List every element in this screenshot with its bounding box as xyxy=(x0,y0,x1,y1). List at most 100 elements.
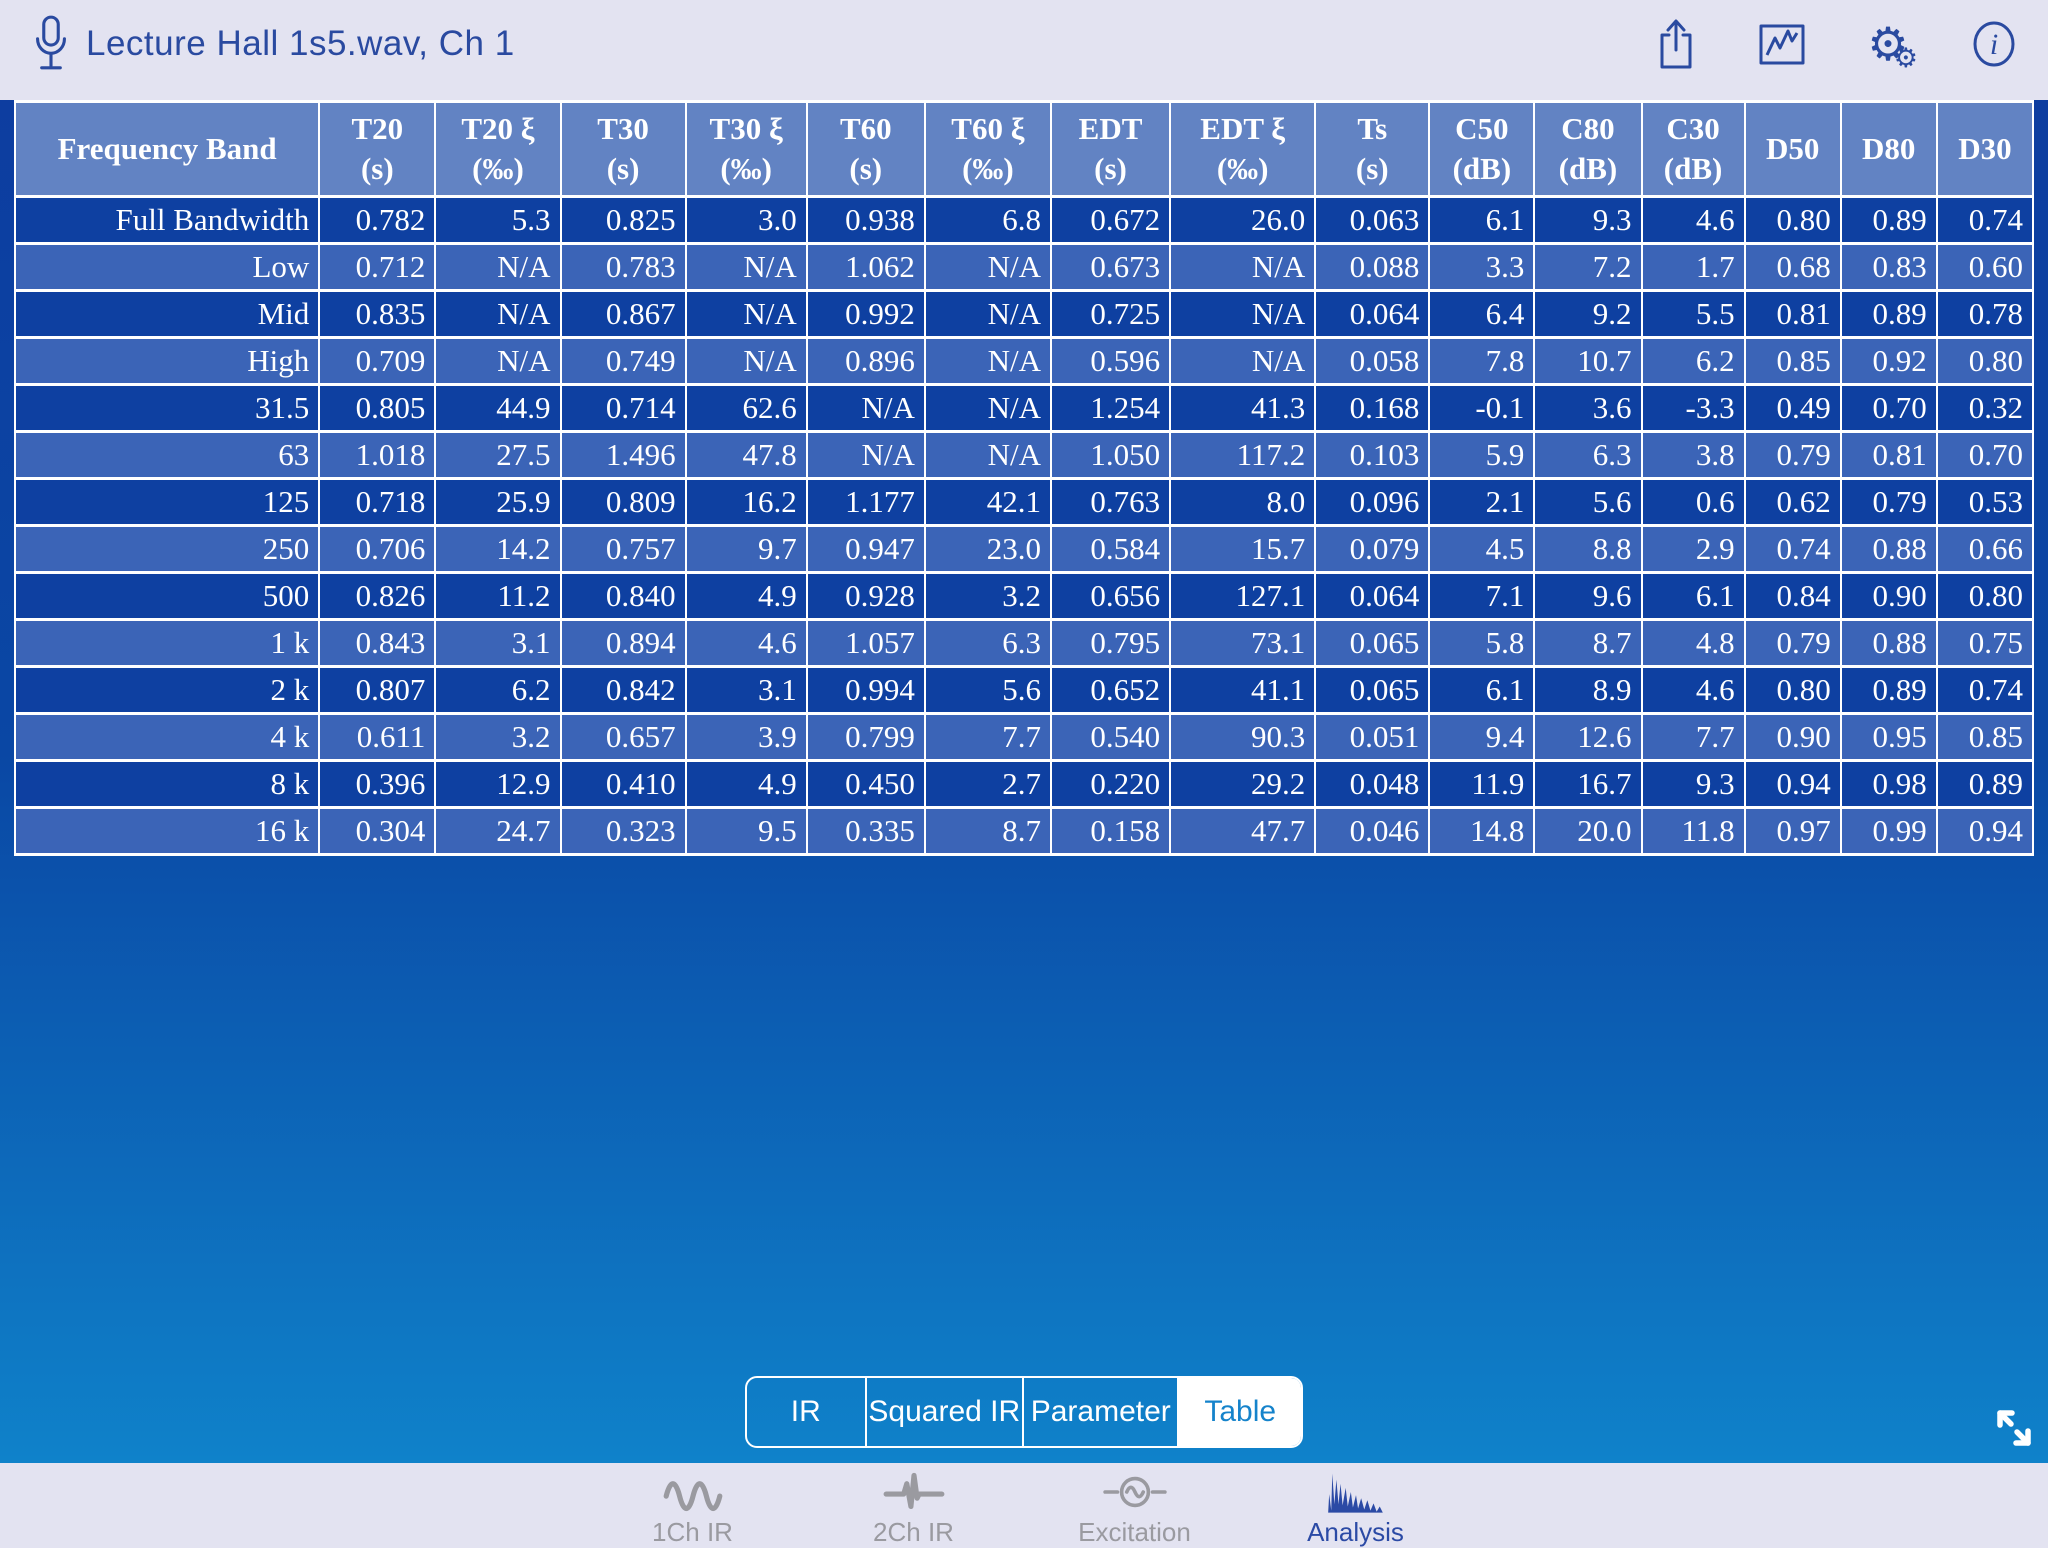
value-cell: 0.94 xyxy=(1935,806,2035,856)
value-cell: 0.712 xyxy=(318,242,437,292)
value-cell: 0.065 xyxy=(1314,618,1431,668)
value-cell: 62.6 xyxy=(684,383,808,433)
value-cell: 0.992 xyxy=(805,289,926,339)
value-cell: 26.0 xyxy=(1169,195,1317,245)
value-cell: -3.3 xyxy=(1640,383,1746,433)
settings-icon[interactable]: ⚙ ⚙ xyxy=(1864,16,1918,72)
value-cell: 0.70 xyxy=(1839,383,1938,433)
value-cell: 9.4 xyxy=(1428,712,1536,762)
value-cell: 2.7 xyxy=(923,759,1052,809)
value-cell: 25.9 xyxy=(434,477,562,527)
share-icon[interactable] xyxy=(1652,16,1700,72)
value-cell: 0.825 xyxy=(559,195,687,245)
value-cell: 12.9 xyxy=(434,759,562,809)
info-icon[interactable]: i xyxy=(1970,16,2018,72)
value-cell: 4.6 xyxy=(1640,665,1746,715)
frequency-band-cell: 31.5 xyxy=(13,383,321,433)
value-cell: 0.540 xyxy=(1049,712,1172,762)
value-cell: 0.89 xyxy=(1935,759,2035,809)
value-cell: 0.81 xyxy=(1839,430,1938,480)
value-cell: N/A xyxy=(434,242,562,292)
frequency-band-cell: 500 xyxy=(13,571,321,621)
frequency-band-cell: 2 k xyxy=(13,665,321,715)
file-title: Lecture Hall 1s5.wav, Ch 1 xyxy=(86,24,515,63)
value-cell: 3.6 xyxy=(1533,383,1643,433)
value-cell: 0.799 xyxy=(805,712,926,762)
column-header: T60 (s) xyxy=(805,100,926,198)
value-cell: 0.763 xyxy=(1049,477,1172,527)
value-cell: 0.75 xyxy=(1935,618,2035,668)
value-cell: 7.8 xyxy=(1428,336,1536,386)
value-cell: 6.8 xyxy=(923,195,1052,245)
value-cell: 0.657 xyxy=(559,712,687,762)
value-cell: 0.97 xyxy=(1743,806,1842,856)
view-switcher: IR Squared IR Parameter Table xyxy=(745,1376,1303,1448)
value-cell: 8.9 xyxy=(1533,665,1643,715)
value-cell: 0.064 xyxy=(1314,571,1431,621)
title-bar: Lecture Hall 1s5.wav, Ch 1 ⚙ ⚙ i xyxy=(0,0,2048,88)
tab-excitation[interactable]: Excitation xyxy=(1024,1463,1245,1548)
gear-icon: ⚙ xyxy=(1867,17,1909,71)
column-header: D50 xyxy=(1743,100,1842,198)
value-cell: 14.2 xyxy=(434,524,562,574)
value-cell: 47.7 xyxy=(1169,806,1317,856)
value-cell: 8.7 xyxy=(1533,618,1643,668)
value-cell: 7.2 xyxy=(1533,242,1643,292)
value-cell: 0.782 xyxy=(318,195,437,245)
table-row: 1 k 0.843 3.1 0.894 4.6 1.057 6.3 0.795 73.1 0.06… xyxy=(13,618,2035,668)
value-cell: 0.063 xyxy=(1314,195,1431,245)
value-cell: 73.1 xyxy=(1169,618,1317,668)
value-cell: 4.9 xyxy=(684,571,808,621)
chart-icon[interactable] xyxy=(1758,16,1806,72)
value-cell: 0.80 xyxy=(1935,336,2035,386)
value-cell: 15.7 xyxy=(1169,524,1317,574)
segment-parameter[interactable]: Parameter xyxy=(1024,1378,1180,1446)
value-cell: 1.177 xyxy=(805,477,926,527)
value-cell: N/A xyxy=(923,289,1052,339)
value-cell: 12.6 xyxy=(1533,712,1643,762)
value-cell: 0.79 xyxy=(1743,430,1842,480)
analysis-view: Frequency Band T20 (s) T20 ξ (‰) T30 (s) T30 ξ(… xyxy=(0,100,2048,1463)
value-cell: 2.1 xyxy=(1428,477,1536,527)
tab-2ch-ir[interactable]: 2Ch IR xyxy=(803,1463,1024,1548)
column-header: T60 ξ (‰) xyxy=(923,100,1052,198)
value-cell: 0.49 xyxy=(1743,383,1842,433)
value-cell: 3.2 xyxy=(434,712,562,762)
value-cell: 1.062 xyxy=(805,242,926,292)
frequency-band-cell: 8 k xyxy=(13,759,321,809)
column-header: Frequency Band xyxy=(13,100,321,198)
tab-1ch-ir[interactable]: 1Ch IR xyxy=(582,1463,803,1548)
segment-ir[interactable]: IR xyxy=(747,1378,867,1446)
value-cell: 0.32 xyxy=(1935,383,2035,433)
table-row: 16 k 0.304 24.7 0.323 9.5 0.335 8.7 0.158 47.7 0.… xyxy=(13,806,2035,856)
acoustic-parameters-table: Frequency Band T20 (s) T20 ξ (‰) T30 (s) T30 ξ(… xyxy=(13,100,2035,856)
value-cell: 6.3 xyxy=(923,618,1052,668)
value-cell: 0.672 xyxy=(1049,195,1172,245)
tab-analysis[interactable]: Analysis xyxy=(1245,1463,1466,1548)
value-cell: 9.7 xyxy=(684,524,808,574)
value-cell: 4.6 xyxy=(1640,195,1746,245)
value-cell: 117.2 xyxy=(1169,430,1317,480)
value-cell: 9.6 xyxy=(1533,571,1643,621)
value-cell: 0.88 xyxy=(1839,524,1938,574)
column-header: T30 ξ (‰) xyxy=(684,100,808,198)
frequency-band-cell: 4 k xyxy=(13,712,321,762)
value-cell: 0.99 xyxy=(1839,806,1938,856)
table-row: High 0.709 N/A 0.749 N/A 0.896 N/A 0.596 N/A 0.05… xyxy=(13,336,2035,386)
value-cell: N/A xyxy=(923,242,1052,292)
value-cell: N/A xyxy=(923,430,1052,480)
value-cell: 0.058 xyxy=(1314,336,1431,386)
value-cell: 0.94 xyxy=(1743,759,1842,809)
value-cell: 0.718 xyxy=(318,477,437,527)
segment-table[interactable]: Table xyxy=(1179,1378,1301,1446)
frequency-band-cell: 125 xyxy=(13,477,321,527)
value-cell: 6.2 xyxy=(434,665,562,715)
value-cell: 0.725 xyxy=(1049,289,1172,339)
fullscreen-expand-icon[interactable] xyxy=(1990,1404,2038,1452)
frequency-band-cell: 16 k xyxy=(13,806,321,856)
segment-squared-ir[interactable]: Squared IR xyxy=(867,1378,1025,1446)
value-cell: 20.0 xyxy=(1533,806,1643,856)
value-cell: 0.79 xyxy=(1839,477,1938,527)
value-cell: 24.7 xyxy=(434,806,562,856)
value-cell: 0.335 xyxy=(805,806,926,856)
